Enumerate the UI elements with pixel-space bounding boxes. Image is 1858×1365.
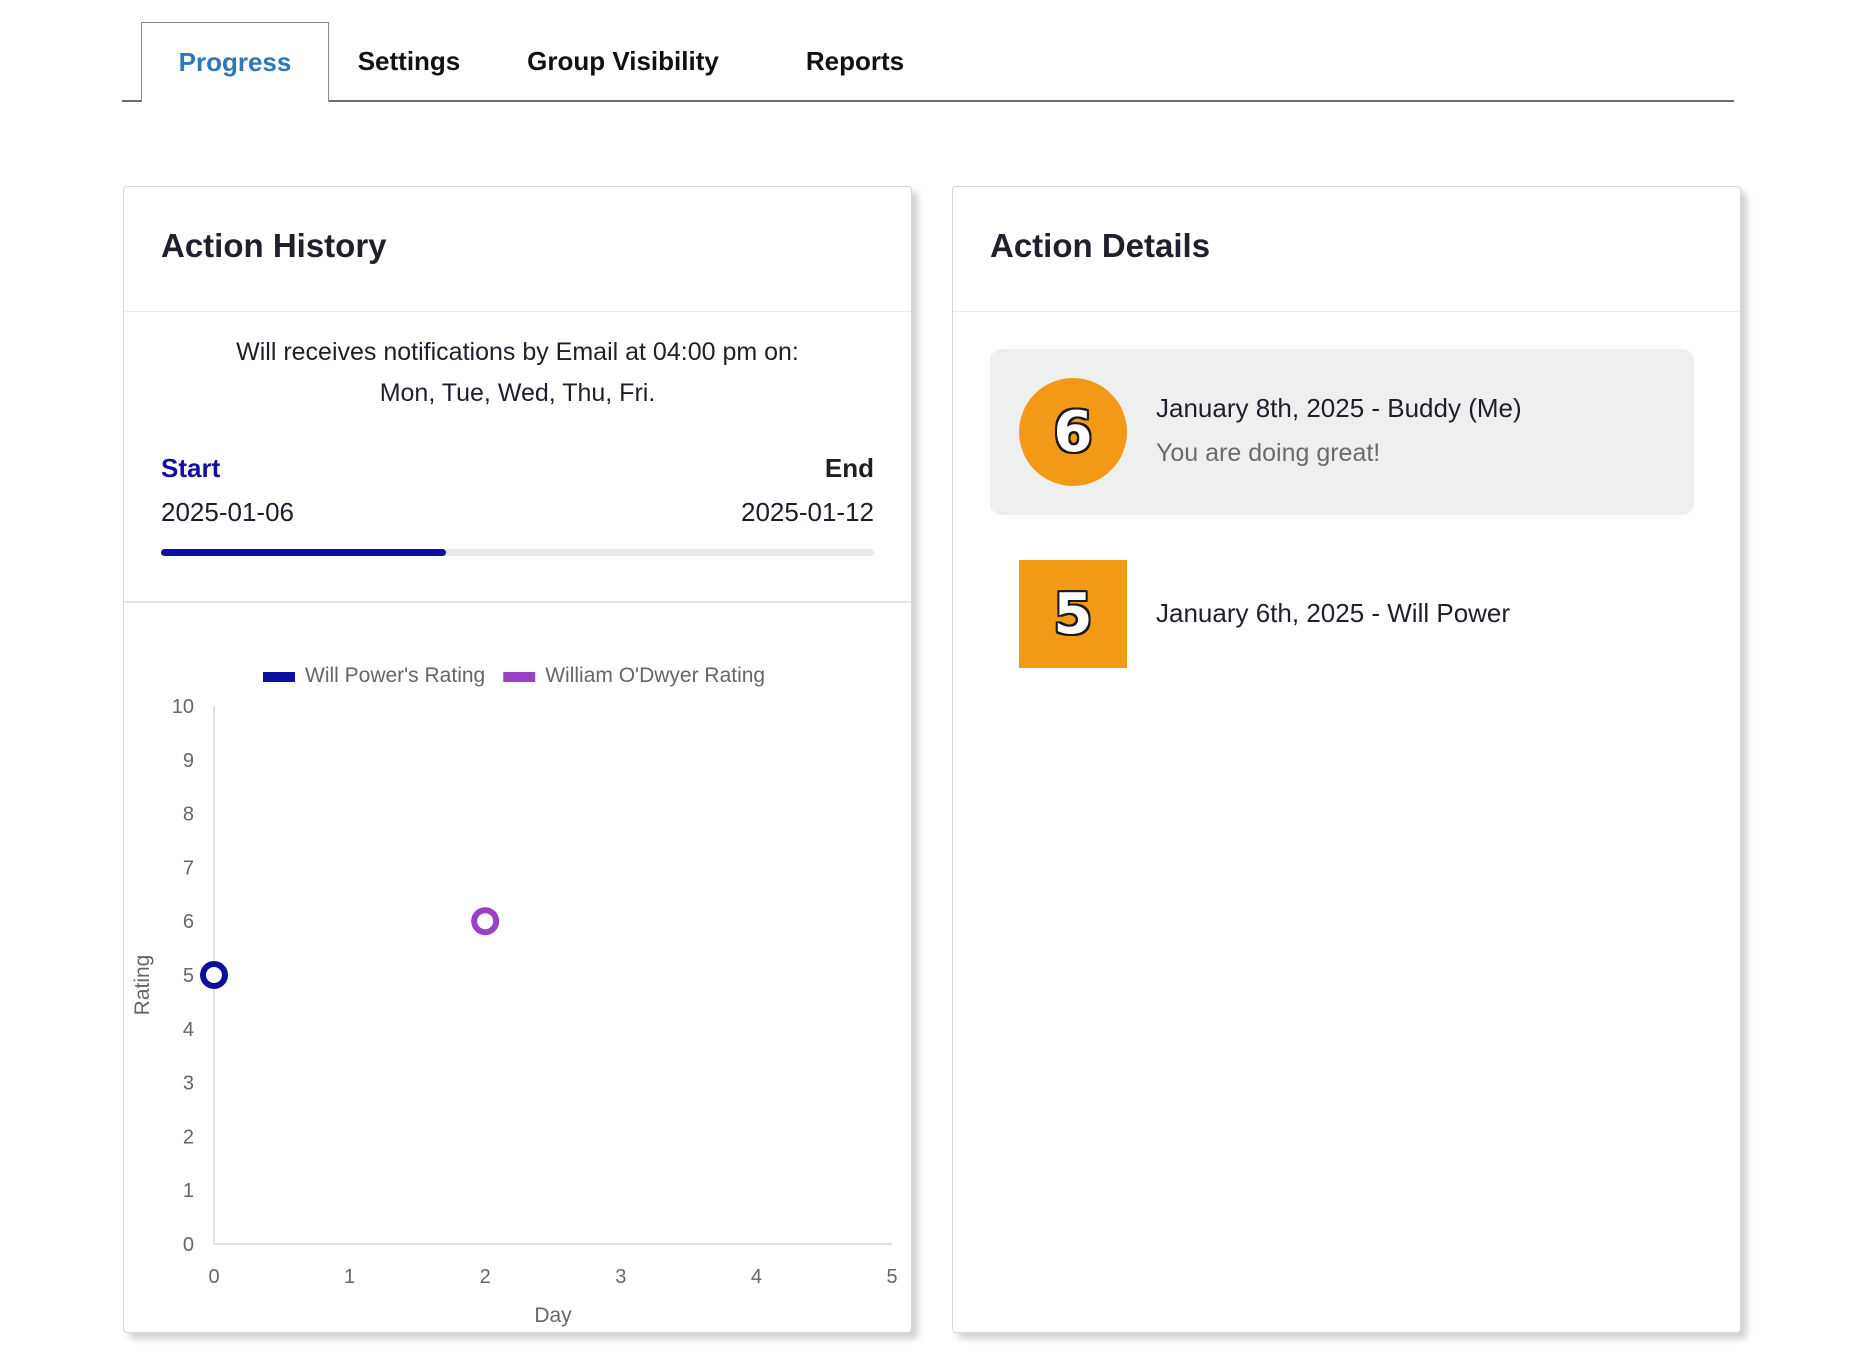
score-badge: 5 — [1019, 560, 1127, 668]
action-details-title: Action Details — [953, 187, 1740, 312]
x-tick-label: 2 — [480, 1266, 491, 1288]
start-label: Start — [161, 453, 221, 483]
tab-reports[interactable]: Reports — [805, 46, 905, 76]
y-tick-label: 10 — [172, 696, 194, 718]
x-tick-label: 4 — [751, 1266, 762, 1288]
tab-group-visibility[interactable]: Group Visibility — [527, 46, 719, 76]
y-tick-label: 7 — [183, 857, 194, 879]
end-date: 2025-01-12 — [741, 497, 874, 527]
tab-settings[interactable]: Settings — [357, 46, 461, 76]
data-point — [471, 907, 500, 936]
detail-title: January 6th, 2025 - Will Power — [1156, 598, 1511, 628]
score-badge: 6 — [1019, 378, 1127, 486]
x-tick-label: 5 — [886, 1266, 897, 1288]
legend-swatch — [263, 672, 295, 682]
notification-days: Mon, Tue, Wed, Thu, Fri. — [379, 379, 656, 407]
end-label: End — [824, 453, 874, 483]
detail-title: January 8th, 2025 - Buddy (Me) — [1156, 393, 1522, 423]
x-tick-label: 3 — [615, 1266, 626, 1288]
y-tick-label: 0 — [183, 1234, 194, 1256]
tab-progress[interactable]: Progress — [141, 22, 329, 103]
y-tick-label: 3 — [183, 1073, 194, 1095]
y-tick-label: 4 — [183, 1019, 194, 1041]
date-range-values: 2025-01-06 2025-01-12 — [161, 497, 874, 529]
x-axis-title: Day — [534, 1304, 572, 1327]
section-divider — [124, 601, 911, 603]
y-axis-title: Rating — [131, 955, 154, 1016]
detail-item[interactable]: 6 January 8th, 2025 - Buddy (Me) You are… — [990, 349, 1694, 515]
data-point — [200, 961, 228, 989]
detail-item[interactable]: 5 January 6th, 2025 - Will Power — [990, 544, 1694, 710]
action-details-card: Action Details 6 January 8th, 2025 - Bud… — [952, 186, 1741, 1333]
action-history-title: Action History — [124, 187, 911, 312]
detail-message: You are doing great! — [1156, 439, 1381, 467]
notification-schedule: Will receives notifications by Email at … — [124, 332, 911, 414]
progress-fill — [161, 549, 447, 556]
tab-bar: Progress Settings Group Visibility Repor… — [122, 22, 1734, 103]
action-history-card: Action History Will receives notificatio… — [123, 186, 912, 1333]
date-range-labels: Start End — [161, 453, 874, 483]
start-date: 2025-01-06 — [161, 497, 294, 527]
x-tick-label: 1 — [344, 1266, 355, 1288]
legend-label: William O'Dwyer Rating — [545, 664, 765, 687]
y-tick-label: 5 — [183, 965, 194, 987]
y-tick-label: 9 — [183, 750, 194, 772]
legend-swatch — [503, 672, 536, 682]
rating-chart: 0 1 2 3 4 5 6 7 8 9 10 0 1 2 3 4 5 Day Rating Will Power's … — [131, 664, 898, 1327]
progress-bar — [161, 549, 874, 556]
notification-text: Will receives notifications by Email at … — [236, 338, 799, 366]
x-tick-label: 0 — [208, 1266, 219, 1288]
y-tick-label: 6 — [183, 911, 194, 933]
y-tick-label: 2 — [183, 1126, 194, 1148]
y-tick-label: 1 — [183, 1180, 194, 1202]
y-tick-label: 8 — [183, 804, 194, 826]
legend-label: Will Power's Rating — [305, 664, 485, 687]
